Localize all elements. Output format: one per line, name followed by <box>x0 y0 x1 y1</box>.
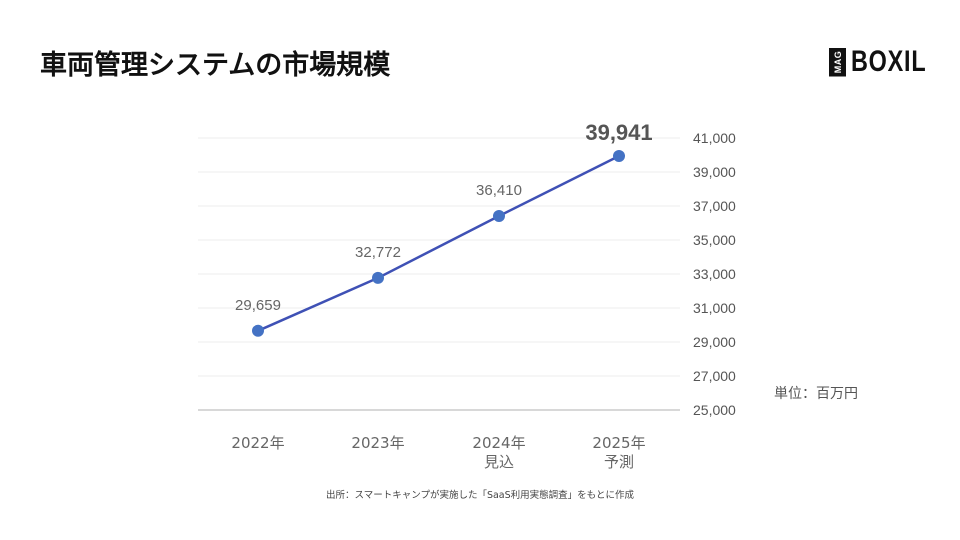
logo-wordmark: BOXIL <box>851 45 927 78</box>
data-label: 39,941 <box>585 120 652 145</box>
y-tick-label: 25,000 <box>693 402 736 418</box>
data-label: 29,659 <box>235 297 281 314</box>
data-point <box>493 210 505 223</box>
mag-badge-icon: MAG <box>829 47 846 77</box>
y-tick-label: 33,000 <box>693 266 736 282</box>
data-labels: 29,659 32,772 36,410 39,941 <box>235 120 653 314</box>
unit-label: 単位：百万円 <box>774 386 858 402</box>
y-tick-label: 39,000 <box>693 164 736 180</box>
y-tick-label: 35,000 <box>693 232 736 248</box>
y-tick-label: 27,000 <box>693 368 736 384</box>
x-tick-label: 2025年 予測 <box>592 434 646 471</box>
y-tick-label: 37,000 <box>693 198 736 214</box>
y-tick-label: 31,000 <box>693 300 736 316</box>
data-label: 32,772 <box>355 244 401 261</box>
gridlines <box>198 137 680 411</box>
series-path <box>257 154 620 332</box>
x-tick-label: 2024年 見込 <box>472 434 526 471</box>
x-tick-label: 2023年 <box>351 434 405 452</box>
y-axis-ticks: 25,000 27,000 29,000 31,000 33,000 35,000 37,0… <box>693 130 736 418</box>
data-label: 36,410 <box>476 182 522 199</box>
data-point <box>252 324 264 337</box>
y-tick-label: 29,000 <box>693 334 736 350</box>
boxil-logo: MAG BOXIL <box>829 47 948 77</box>
page-title: 車両管理システムの市場規模 <box>40 50 391 81</box>
series-line <box>252 150 625 337</box>
x-tick-label: 2022年 <box>231 434 285 452</box>
data-point <box>372 271 384 284</box>
data-point <box>613 150 625 163</box>
y-tick-label: 41,000 <box>693 130 736 146</box>
source-note: 出所：スマートキャンプが実施した「SaaS利用実態調査」をもとに作成 <box>326 490 634 501</box>
